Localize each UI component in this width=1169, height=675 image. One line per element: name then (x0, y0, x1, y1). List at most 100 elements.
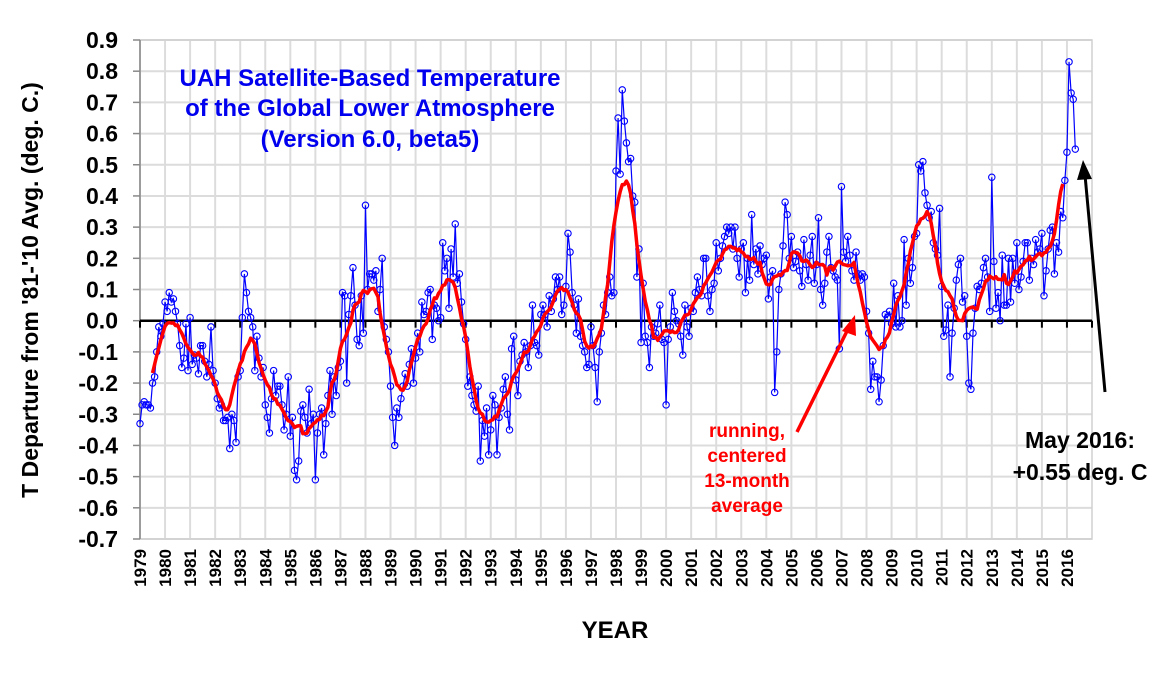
x-tick-label: 2010 (908, 549, 927, 587)
data-point (996, 316, 1004, 325)
data-point (305, 385, 313, 394)
data-point (871, 373, 879, 381)
black-arrow (1077, 160, 1107, 393)
data-point (248, 323, 257, 331)
data-point (1031, 235, 1040, 244)
data-point (981, 254, 990, 263)
data-point (739, 238, 748, 247)
x-tick-label: 1992 (457, 549, 476, 587)
y-tick-label: 0.9 (86, 27, 118, 53)
data-point (186, 313, 194, 322)
x-tick-label: 1989 (382, 549, 401, 587)
data-point (699, 254, 708, 263)
data-point (484, 451, 493, 459)
data-point (169, 295, 178, 303)
y-tick-label: 0.7 (86, 89, 118, 115)
data-point (1050, 270, 1059, 278)
data-point (194, 369, 203, 378)
x-tick-label: 2002 (707, 549, 726, 587)
data-point (837, 182, 846, 191)
running-mean-series (150, 179, 1065, 436)
data-point (795, 267, 804, 275)
data-point (230, 416, 238, 425)
data-point (643, 338, 652, 347)
data-point (798, 282, 806, 291)
data-point (269, 366, 278, 375)
data-point (493, 451, 501, 459)
x-tick-label: 2015 (1033, 549, 1052, 587)
data-point (1042, 267, 1050, 275)
data-point (952, 276, 961, 284)
data-point (1065, 58, 1073, 66)
data-point (990, 257, 998, 266)
y-tick-label: 0.8 (86, 58, 118, 84)
y-tick-label: 0.4 (86, 183, 118, 209)
data-point (370, 276, 378, 284)
x-tick-label: 2001 (682, 549, 701, 587)
data-point (764, 295, 773, 303)
data-point (242, 288, 251, 297)
data-point (372, 267, 380, 275)
data-point (246, 313, 255, 322)
x-tick-label: 1980 (156, 549, 175, 587)
data-point (476, 457, 485, 465)
data-point (683, 323, 691, 331)
data-point (365, 270, 374, 278)
y-tick-label: -0.6 (78, 495, 118, 521)
data-point (685, 332, 693, 341)
data-point (946, 373, 954, 381)
data-point (731, 223, 739, 231)
data-point (616, 170, 624, 178)
data-point (998, 251, 1006, 259)
data-point (587, 323, 595, 331)
y-tick-label: -0.2 (78, 370, 118, 396)
data-point (317, 404, 326, 412)
data-point (226, 444, 234, 453)
data-point (347, 291, 355, 300)
data-point (480, 432, 489, 440)
data-point (979, 263, 988, 272)
y-tick-label: 0.1 (86, 277, 118, 303)
data-point (1023, 238, 1032, 247)
data-point (1029, 260, 1038, 269)
data-point (668, 288, 677, 297)
data-point (175, 341, 184, 350)
data-point (670, 307, 679, 316)
data-point (447, 245, 455, 253)
data-point (1015, 285, 1023, 294)
data-point (1011, 279, 1019, 288)
data-point (528, 301, 537, 309)
x-tick-label: 1990 (407, 549, 426, 587)
data-point (1069, 95, 1077, 104)
data-point (486, 426, 495, 434)
data-point (180, 354, 188, 362)
data-point (441, 267, 449, 275)
data-point (618, 86, 627, 94)
data-point (524, 363, 533, 372)
data-point (1013, 238, 1021, 247)
data-point (1054, 248, 1063, 256)
data-point (397, 394, 405, 403)
data-point (1061, 176, 1069, 185)
data-point (489, 391, 497, 400)
data-point (779, 242, 787, 250)
y-axis-title: T Departure from '81-'10 Avg. (deg. C.) (17, 82, 43, 498)
data-point (580, 348, 589, 356)
data-point (445, 304, 453, 312)
data-point (706, 307, 714, 316)
red-arrow (795, 315, 856, 433)
x-tick-label: 1985 (281, 549, 300, 587)
data-point (1004, 254, 1013, 263)
data-point (727, 223, 735, 231)
data-point (359, 329, 368, 337)
data-point (551, 273, 560, 281)
data-point (919, 157, 927, 166)
data-point (313, 429, 322, 437)
data-point (620, 117, 629, 125)
data-point (804, 276, 812, 284)
data-point (1071, 145, 1080, 153)
data-point (908, 263, 917, 272)
data-point (942, 326, 950, 334)
data-point (150, 373, 159, 381)
data-point (426, 285, 434, 294)
